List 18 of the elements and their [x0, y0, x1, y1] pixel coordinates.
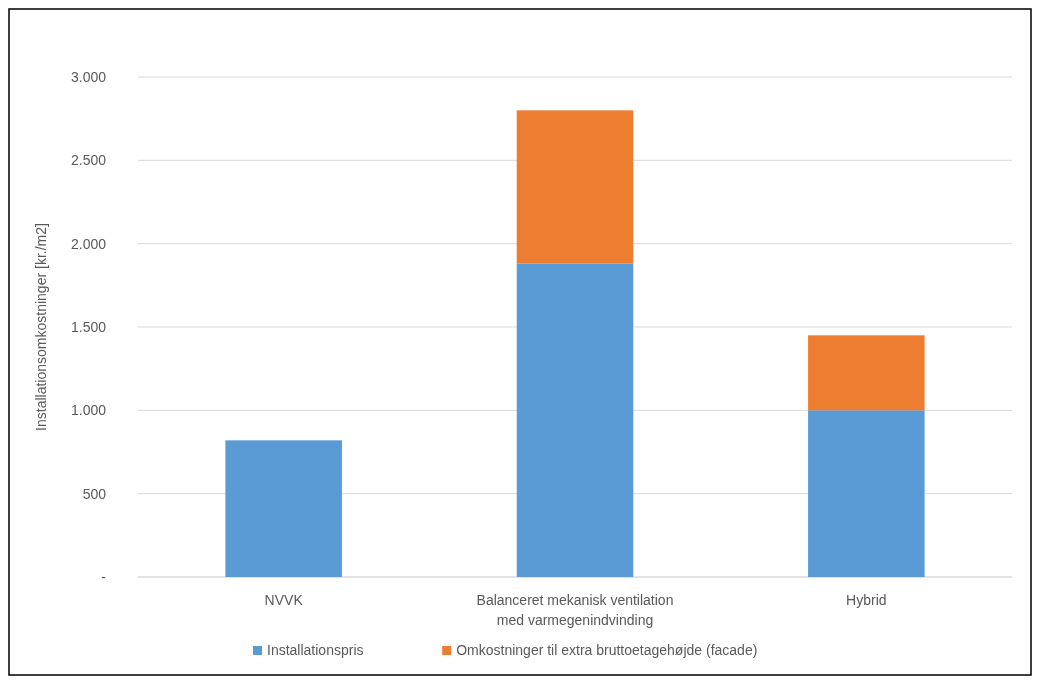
- bar: [225, 440, 342, 577]
- bar: [516, 110, 634, 264]
- bar: [808, 410, 925, 577]
- y-tick-label: 2.000: [70, 235, 107, 252]
- x-tick-label: Balanceret mekanisk ventilation med varmegenindvinding: [476, 592, 674, 628]
- legend-label: Omkostninger til extra bruttoetagehøjde (facade): [456, 642, 758, 658]
- bar: [808, 335, 925, 411]
- x-tick-label: NVVK: [264, 592, 304, 608]
- y-tick-label: 1.500: [70, 318, 107, 335]
- y-tick-label: 1.000: [70, 402, 107, 419]
- legend-label: Installationspris: [267, 642, 364, 658]
- bar: [516, 263, 634, 577]
- y-tick-label: 2.500: [70, 152, 107, 169]
- y-tick-label: 500: [82, 485, 107, 502]
- y-axis-title: Installationsomkostninger [kr./m2]: [33, 223, 49, 431]
- y-tick-label: -: [101, 568, 107, 585]
- x-tick-label: Hybrid: [846, 592, 887, 608]
- y-tick-label: 3.000: [70, 68, 107, 85]
